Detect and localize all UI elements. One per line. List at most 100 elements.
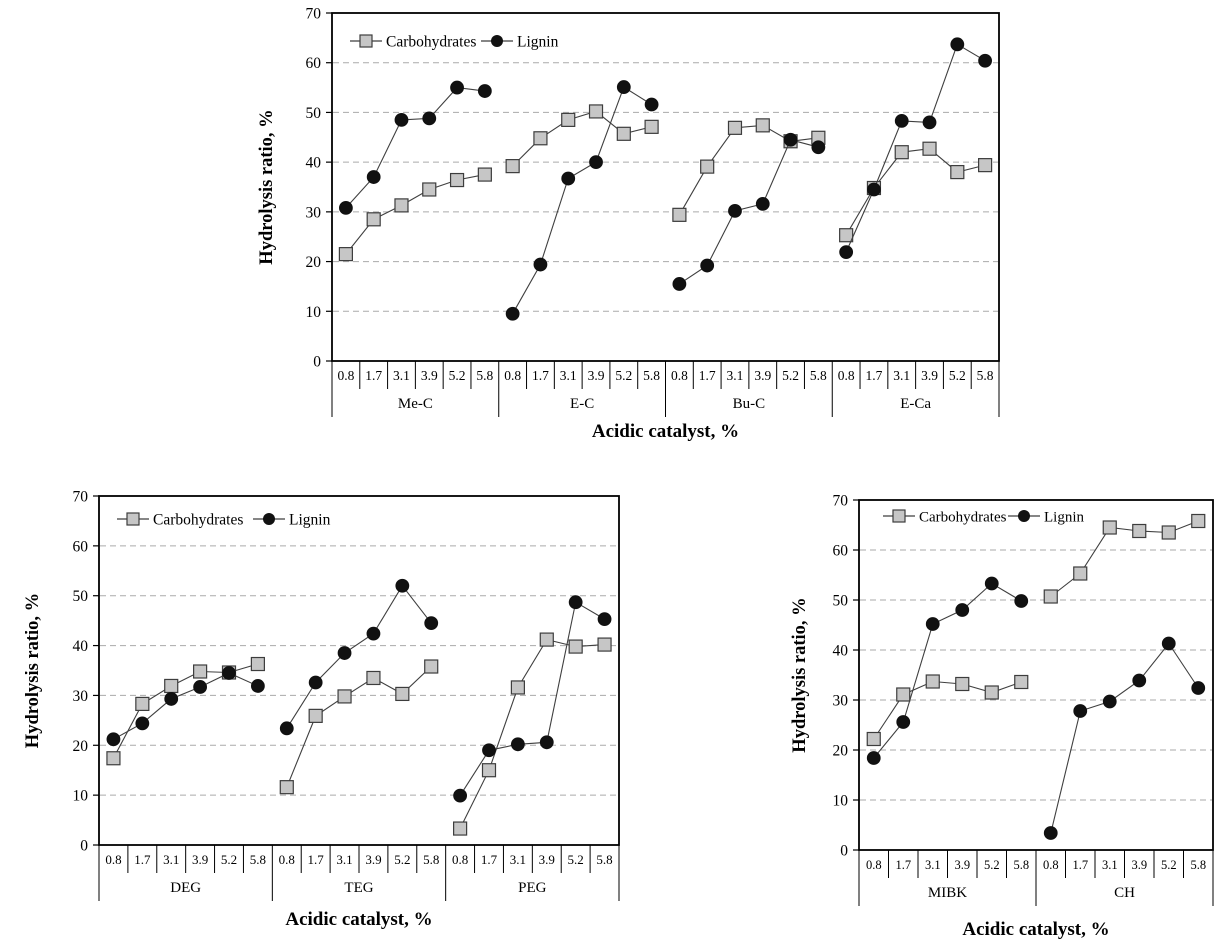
legend-marker-lignin: [263, 513, 275, 525]
y-axis-title: Hydrolysis ratio, %: [257, 109, 277, 264]
y-tick-label: 30: [833, 693, 849, 710]
marker-carbohydrates: [839, 228, 854, 243]
series-line-carbohydrates: [112, 663, 259, 759]
marker-carbohydrates: [727, 120, 743, 135]
marker-carbohydrates: [950, 164, 965, 180]
marker-lignin: [1132, 673, 1147, 688]
marker-carbohydrates: [1043, 589, 1058, 604]
marker-lignin: [394, 112, 409, 127]
plot-border: [858, 499, 1214, 851]
y-axis-title: Hydrolysis ratio, %: [25, 593, 43, 748]
x-tick-label: 1.7: [532, 368, 549, 383]
marker-lignin: [672, 277, 687, 291]
marker-carbohydrates: [1102, 520, 1117, 535]
marker-lignin: [193, 680, 208, 694]
marker-carbohydrates: [1014, 674, 1029, 690]
y-tick-label: 0: [80, 838, 88, 855]
x-tick-label: 0.8: [279, 852, 295, 867]
marker-lignin: [894, 113, 909, 128]
y-tick-label: 30: [73, 688, 89, 705]
marker-lignin: [866, 751, 881, 765]
x-tick-label: 5.8: [643, 368, 660, 383]
x-group-label: E-C: [570, 396, 594, 412]
marker-carbohydrates: [925, 674, 940, 689]
marker-carbohydrates: [894, 145, 909, 160]
marker-lignin: [505, 306, 520, 321]
x-tick-label: 0.8: [671, 368, 688, 383]
marker-carbohydrates: [366, 212, 381, 227]
x-tick-label: 0.8: [866, 858, 882, 872]
marker-lignin: [867, 182, 881, 197]
marker-lignin: [1073, 704, 1088, 718]
y-tick-label: 20: [833, 743, 849, 760]
marker-lignin: [644, 97, 659, 112]
x-tick-label: 3.9: [365, 852, 381, 867]
marker-lignin: [453, 788, 468, 803]
x-tick-label: 3.1: [336, 852, 352, 867]
marker-lignin: [978, 53, 993, 68]
series-line-carbohydrates: [459, 638, 605, 829]
marker-carbohydrates: [424, 659, 439, 674]
marker-lignin: [424, 616, 439, 631]
marker-carbohydrates: [481, 763, 497, 778]
x-tick-label: 1.7: [866, 368, 883, 383]
marker-lignin: [338, 200, 353, 215]
y-tick-label: 0: [840, 843, 848, 860]
x-tick-label: 1.7: [308, 852, 325, 867]
x-tick-label: 3.9: [588, 368, 605, 383]
x-tick-label: 3.9: [754, 368, 771, 383]
marker-carbohydrates: [308, 708, 323, 723]
series-line-carbohydrates: [1050, 520, 1199, 597]
marker-carbohydrates: [568, 639, 583, 654]
legend-label: Carbohydrates: [386, 34, 476, 51]
series-line-lignin: [286, 584, 432, 729]
x-tick-label: 5.2: [615, 368, 632, 383]
x-tick-label: 5.8: [596, 852, 612, 867]
x-tick-label: 3.1: [727, 368, 744, 383]
x-tick-label: 5.2: [782, 368, 799, 383]
marker-lignin: [1014, 594, 1029, 608]
x-tick-label: 3.1: [560, 368, 577, 383]
y-tick-label: 50: [306, 105, 322, 122]
chart-svg-bl: 0 10 20 30 40 50 60 70 Hydrolysis ratio, % 0.8 1.7…: [23, 489, 620, 930]
y-tick-label: 50: [833, 593, 849, 610]
x-tick-label: 5.8: [810, 368, 827, 383]
marker-lignin: [164, 692, 179, 706]
y-tick-label: 70: [833, 493, 849, 510]
x-tick-label: 3.9: [1131, 858, 1147, 872]
x-tick-label: 5.8: [1190, 858, 1206, 872]
marker-lignin: [1161, 636, 1176, 651]
marker-lignin: [568, 595, 583, 610]
marker-lignin: [755, 197, 770, 211]
marker-carbohydrates: [984, 685, 999, 700]
x-tick-label: 0.8: [838, 368, 855, 383]
marker-lignin: [450, 80, 464, 95]
y-tick-label: 40: [833, 643, 849, 660]
marker-lignin: [1043, 826, 1058, 840]
y-axis-title: Hydrolysis ratio, %: [790, 597, 810, 752]
legend-label: Lignin: [517, 34, 559, 51]
marker-carbohydrates: [422, 182, 437, 197]
legend-label: Carbohydrates: [919, 510, 1007, 526]
marker-lignin: [925, 617, 940, 631]
marker-lignin: [955, 603, 970, 617]
marker-lignin: [896, 715, 911, 729]
marker-carbohydrates: [539, 632, 554, 647]
marker-carbohydrates: [106, 751, 121, 766]
x-group-label: E-Ca: [900, 396, 931, 412]
y-tick-label: 60: [833, 543, 849, 560]
marker-carbohydrates: [896, 687, 911, 702]
x-tick-label: 3.9: [539, 852, 555, 867]
x-tick-label: 0.8: [1043, 858, 1059, 872]
marker-lignin: [539, 735, 554, 750]
x-group-label: Bu-C: [733, 396, 766, 412]
x-tick-label: 5.8: [1013, 858, 1029, 872]
legend-marker-carbohydrates: [892, 509, 906, 523]
marker-carbohydrates: [1161, 525, 1176, 540]
x-tick-label: 0.8: [504, 368, 521, 383]
y-tick-label: 40: [306, 155, 322, 172]
x-axis-title: Acidic catalyst, %: [962, 919, 1109, 940]
marker-lignin: [984, 576, 999, 591]
series-line-lignin: [873, 582, 1022, 759]
